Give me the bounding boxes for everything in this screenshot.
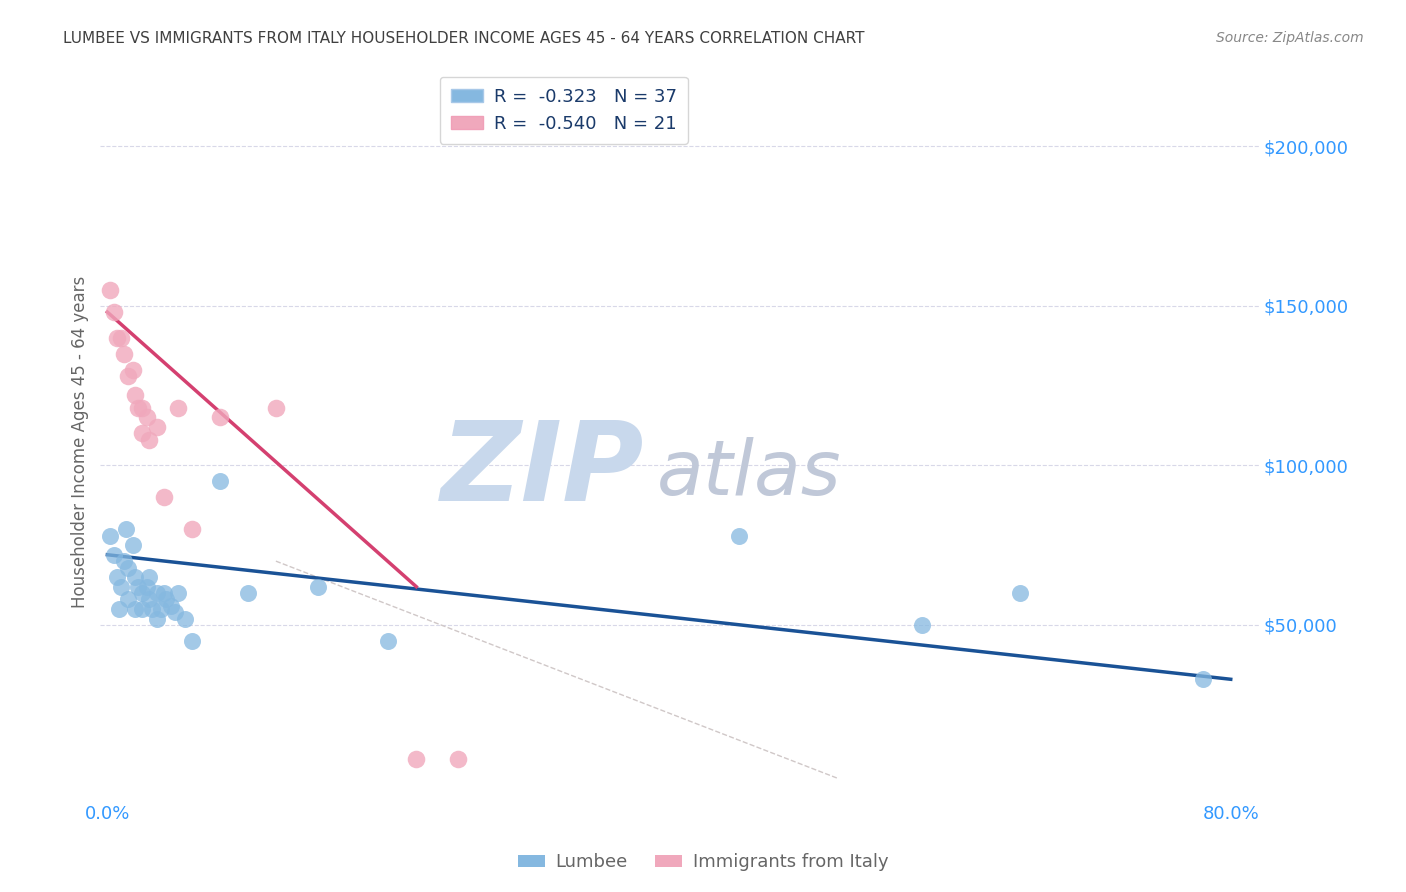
Point: [131, 401, 153, 415]
Text: Source: ZipAtlas.com: Source: ZipAtlas.com: [1216, 31, 1364, 45]
Point: [264, 401, 287, 415]
Point: [127, 580, 149, 594]
Point: [103, 305, 125, 319]
Point: [236, 586, 259, 600]
Point: [911, 618, 934, 632]
Point: [103, 548, 125, 562]
Text: ZIP: ZIP: [441, 417, 645, 524]
Point: [124, 570, 146, 584]
Point: [112, 346, 135, 360]
Point: [1010, 586, 1032, 600]
Point: [124, 602, 146, 616]
Point: [155, 592, 177, 607]
Point: [121, 538, 143, 552]
Point: [107, 602, 129, 616]
Point: [405, 752, 427, 766]
Point: [307, 580, 329, 594]
Point: [141, 602, 163, 616]
Point: [149, 602, 172, 616]
Point: [127, 401, 149, 415]
Point: [135, 410, 157, 425]
Point: [166, 401, 188, 415]
Point: [98, 283, 121, 297]
Point: [180, 522, 202, 536]
Point: [377, 634, 399, 648]
Point: [131, 586, 153, 600]
Point: [145, 586, 167, 600]
Point: [105, 570, 128, 584]
Point: [447, 752, 470, 766]
Legend: R =  -0.323   N = 37, R =  -0.540   N = 21: R = -0.323 N = 37, R = -0.540 N = 21: [440, 77, 688, 144]
Point: [110, 580, 132, 594]
Point: [173, 612, 195, 626]
Point: [145, 420, 167, 434]
Point: [114, 522, 136, 536]
Point: [138, 592, 160, 607]
Legend: Lumbee, Immigrants from Italy: Lumbee, Immigrants from Italy: [510, 847, 896, 879]
Point: [135, 580, 157, 594]
Point: [1191, 673, 1213, 687]
Point: [138, 433, 160, 447]
Text: atlas: atlas: [657, 437, 841, 511]
Point: [166, 586, 188, 600]
Point: [163, 605, 186, 619]
Y-axis label: Householder Income Ages 45 - 64 years: Householder Income Ages 45 - 64 years: [72, 276, 89, 607]
Point: [145, 612, 167, 626]
Point: [138, 570, 160, 584]
Point: [728, 528, 751, 542]
Point: [159, 599, 181, 613]
Point: [152, 586, 174, 600]
Point: [152, 490, 174, 504]
Point: [131, 602, 153, 616]
Point: [112, 554, 135, 568]
Text: LUMBEE VS IMMIGRANTS FROM ITALY HOUSEHOLDER INCOME AGES 45 - 64 YEARS CORRELATIO: LUMBEE VS IMMIGRANTS FROM ITALY HOUSEHOL…: [63, 31, 865, 46]
Point: [180, 634, 202, 648]
Point: [121, 362, 143, 376]
Point: [117, 368, 139, 383]
Point: [124, 388, 146, 402]
Point: [131, 426, 153, 441]
Point: [117, 560, 139, 574]
Point: [208, 410, 231, 425]
Point: [110, 330, 132, 344]
Point: [117, 592, 139, 607]
Point: [105, 330, 128, 344]
Point: [98, 528, 121, 542]
Point: [208, 475, 231, 489]
